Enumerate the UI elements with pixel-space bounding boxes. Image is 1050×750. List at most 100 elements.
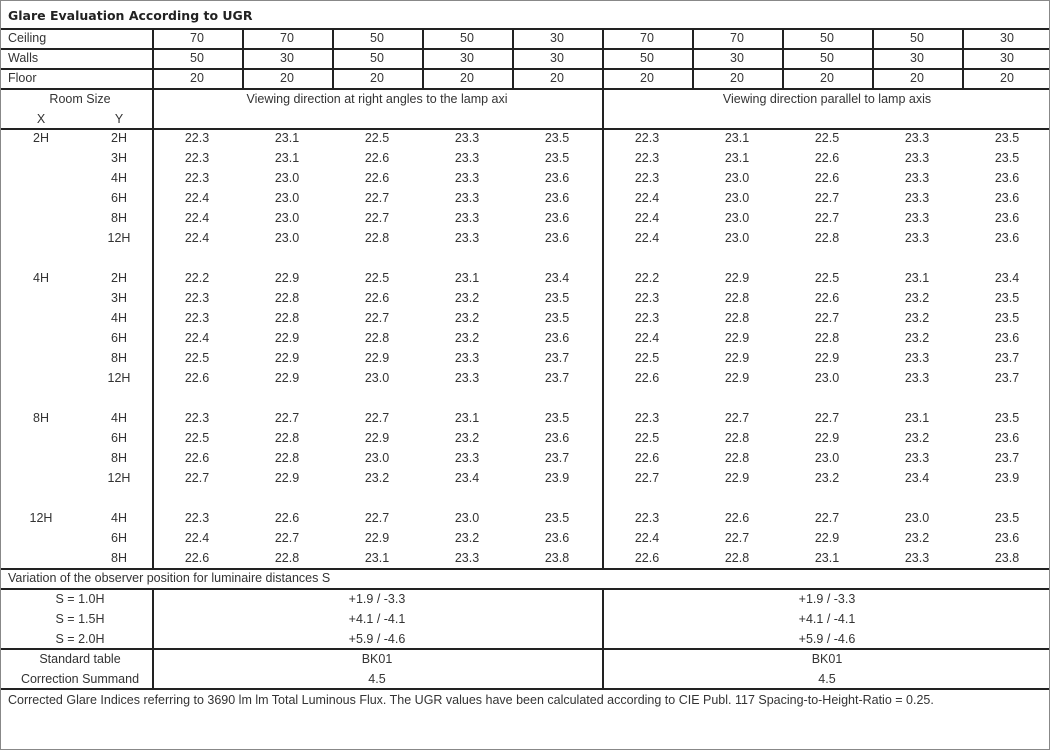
ugr-value: 23.3 [904,551,930,565]
ugr-value: 23.0 [364,451,390,465]
ugr-value: 22.4 [184,531,210,545]
ugr-value: 22.3 [184,411,210,425]
ugr-value: 23.5 [544,511,570,525]
ugr-value: 22.8 [814,331,840,345]
reflectance-value: 30 [730,51,744,65]
reflectance-value: 30 [550,31,564,45]
ugr-value: 23.1 [274,131,300,145]
ugr-value: 23.7 [544,451,570,465]
ugr-value: 22.7 [184,471,210,485]
ugr-value: 23.7 [544,351,570,365]
ugr-value: 23.3 [454,371,480,385]
ugr-value: 23.5 [994,411,1020,425]
ugr-value: 22.3 [184,311,210,325]
ugr-value: 22.5 [184,351,210,365]
ugr-value: 23.3 [454,151,480,165]
ugr-value: 23.1 [454,411,480,425]
ugr-value: 23.3 [454,351,480,365]
ugr-value: 23.8 [994,551,1020,565]
ugr-value: 23.5 [994,511,1020,525]
ugr-value: 23.6 [544,431,570,445]
ugr-value: 22.6 [814,171,840,185]
ugr-value: 22.9 [364,351,390,365]
ugr-value: 22.5 [814,271,840,285]
ugr-value: 22.7 [364,311,390,325]
variation-right: +4.1 / -4.1 [348,612,406,626]
ugr-value: 23.1 [364,551,390,565]
ugr-value: 22.7 [274,531,300,545]
room-y: 8H [111,211,127,225]
ugr-value: 23.6 [544,191,570,205]
ugr-value: 22.8 [364,331,390,345]
ugr-value: 22.7 [364,411,390,425]
room-y: 8H [111,351,127,365]
ugr-value: 23.6 [994,331,1020,345]
ugr-value: 23.6 [544,531,570,545]
ugr-value: 22.7 [364,511,390,525]
ugr-value: 23.9 [544,471,570,485]
reflectance-value: 50 [370,31,384,45]
divider [512,28,514,89]
reflectance-value: 50 [640,51,654,65]
ugr-value: 23.0 [724,211,750,225]
ugr-value: 22.6 [634,371,660,385]
reflectance-value: 20 [460,71,474,85]
ugr-value: 23.3 [904,191,930,205]
direction-parallel-header: Viewing direction parallel to lamp axis [722,92,932,106]
room-y: 4H [111,171,127,185]
ugr-value: 22.6 [184,371,210,385]
ugr-value: 22.6 [634,551,660,565]
reflectance-value: 20 [370,71,384,85]
divider [152,28,154,569]
ugr-value: 22.4 [634,191,660,205]
ugr-value: 22.8 [724,451,750,465]
ugr-value: 23.3 [904,351,930,365]
ugr-value: 23.6 [544,331,570,345]
ugr-value: 22.8 [274,291,300,305]
ugr-value: 22.9 [724,371,750,385]
ugr-value: 23.3 [454,191,480,205]
divider [1,688,1049,690]
reflectance-value: 50 [820,31,834,45]
ugr-value: 22.9 [274,271,300,285]
ugr-value: 22.4 [184,211,210,225]
ugr-value: 23.6 [994,191,1020,205]
reflectance-value: 30 [910,51,924,65]
ugr-value: 22.8 [724,291,750,305]
ugr-value: 22.5 [364,271,390,285]
ugr-value: 22.8 [724,311,750,325]
room-y: 4H [111,511,127,525]
reflectance-value: 20 [640,71,654,85]
reflectance-value: 70 [730,31,744,45]
reflectance-value: 70 [190,31,204,45]
ugr-value: 23.2 [904,531,930,545]
ugr-value: 22.9 [364,431,390,445]
ugr-value: 22.3 [184,291,210,305]
correction-summand-label: Correction Summand [20,672,140,686]
ugr-value: 22.4 [184,231,210,245]
ugr-value: 23.7 [994,451,1020,465]
variation-parallel: +4.1 / -4.1 [798,612,856,626]
ugr-value: 22.7 [364,191,390,205]
standard-table-label: Standard table [39,652,121,666]
ugr-value: 23.0 [274,191,300,205]
ugr-value: 22.7 [364,211,390,225]
ugr-value: 23.0 [814,451,840,465]
ugr-value: 22.9 [724,351,750,365]
ugr-value: 22.6 [814,291,840,305]
ugr-value: 22.3 [634,151,660,165]
ugr-value: 22.4 [184,331,210,345]
reflectance-value: 20 [1000,71,1014,85]
reflectance-value: 70 [640,31,654,45]
ugr-value: 23.4 [454,471,480,485]
reflectance-value: 30 [460,51,474,65]
room-y: 6H [111,531,127,545]
ugr-value: 23.3 [904,231,930,245]
ugr-value: 23.3 [454,211,480,225]
divider [242,28,244,89]
ugr-value: 23.3 [904,131,930,145]
ugr-value: 22.8 [364,231,390,245]
ugr-value: 23.0 [454,511,480,525]
ugr-value: 22.9 [724,271,750,285]
divider [962,28,964,89]
